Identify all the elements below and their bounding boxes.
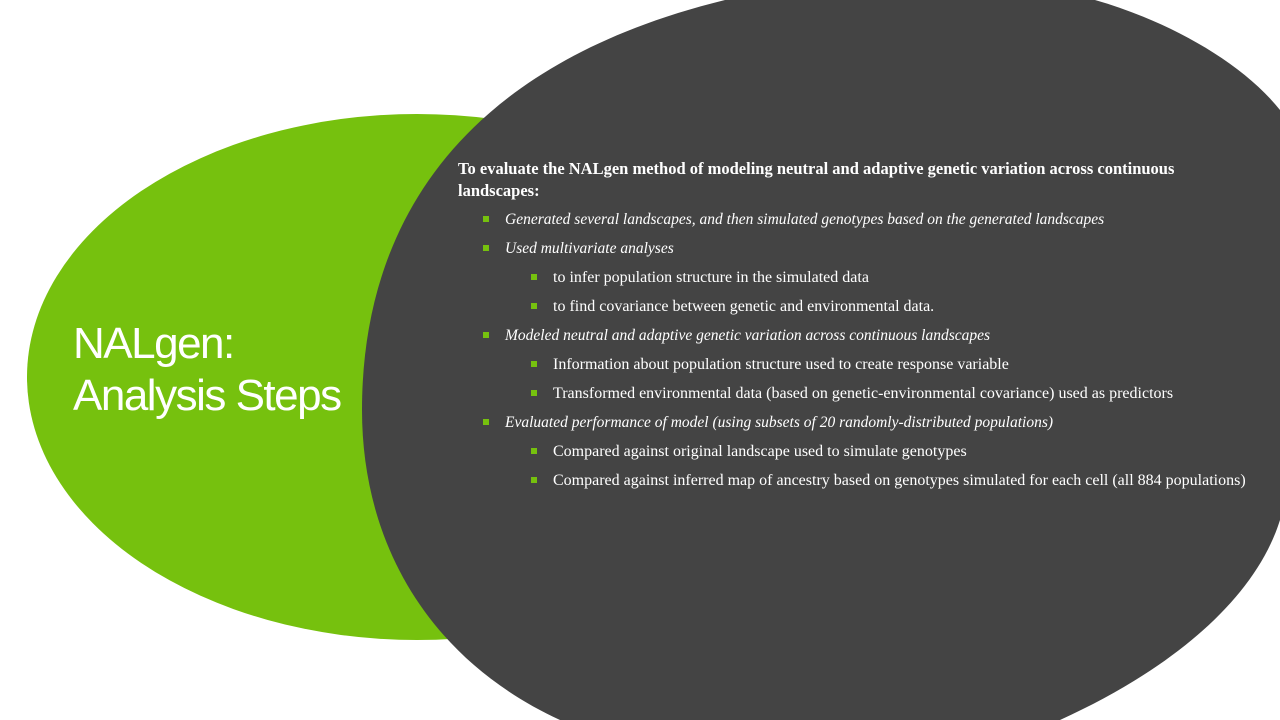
list-item-text: Modeled neutral and adaptive genetic var… — [505, 327, 991, 344]
title-line-1: NALgen: — [73, 319, 235, 368]
square-bullet-icon — [531, 274, 537, 280]
list-item-text: Transformed environmental data (based on… — [553, 385, 1174, 402]
square-bullet-icon — [531, 361, 537, 367]
list-item: to infer population structure in the sim… — [458, 267, 1258, 289]
list-item: Compared against original landscape used… — [458, 441, 1258, 463]
list-item-text: Information about population structure u… — [553, 356, 1009, 373]
list-item: Information about population structure u… — [458, 354, 1258, 376]
list-item: Generated several landscapes, and then s… — [458, 209, 1258, 231]
list-item-text: to find covariance between genetic and e… — [553, 298, 935, 315]
square-bullet-icon — [531, 303, 537, 309]
list-item: Compared against inferred map of ancestr… — [458, 470, 1258, 492]
list-item: Modeled neutral and adaptive genetic var… — [458, 325, 1258, 347]
dark-blob — [362, 0, 1280, 720]
list-item: to find covariance between genetic and e… — [458, 296, 1258, 318]
square-bullet-icon — [483, 245, 489, 251]
square-bullet-icon — [483, 332, 489, 338]
list-item-text: Generated several landscapes, and then s… — [505, 211, 1105, 228]
square-bullet-icon — [531, 390, 537, 396]
square-bullet-icon — [531, 448, 537, 454]
list-item-text: Evaluated performance of model (using su… — [505, 414, 1054, 431]
slide-title: NALgen: Analysis Steps — [73, 318, 373, 422]
list-item: Used multivariate analyses — [458, 238, 1258, 260]
content-body: To evaluate the NALgen method of modelin… — [458, 158, 1258, 499]
list-item-text: to infer population structure in the sim… — [553, 269, 869, 286]
square-bullet-icon — [483, 216, 489, 222]
list-item-text: Used multivariate analyses — [505, 240, 674, 257]
square-bullet-icon — [531, 477, 537, 483]
intro-text: To evaluate the NALgen method of modelin… — [458, 159, 1175, 200]
title-line-2: Analysis Steps — [73, 371, 342, 420]
bullet-list: Generated several landscapes, and then s… — [458, 209, 1258, 492]
list-item-text: Compared against original landscape used… — [553, 443, 967, 460]
square-bullet-icon — [483, 419, 489, 425]
list-item: Evaluated performance of model (using su… — [458, 412, 1258, 434]
list-item: Transformed environmental data (based on… — [458, 383, 1258, 405]
list-item-text: Compared against inferred map of ancestr… — [553, 472, 1246, 489]
